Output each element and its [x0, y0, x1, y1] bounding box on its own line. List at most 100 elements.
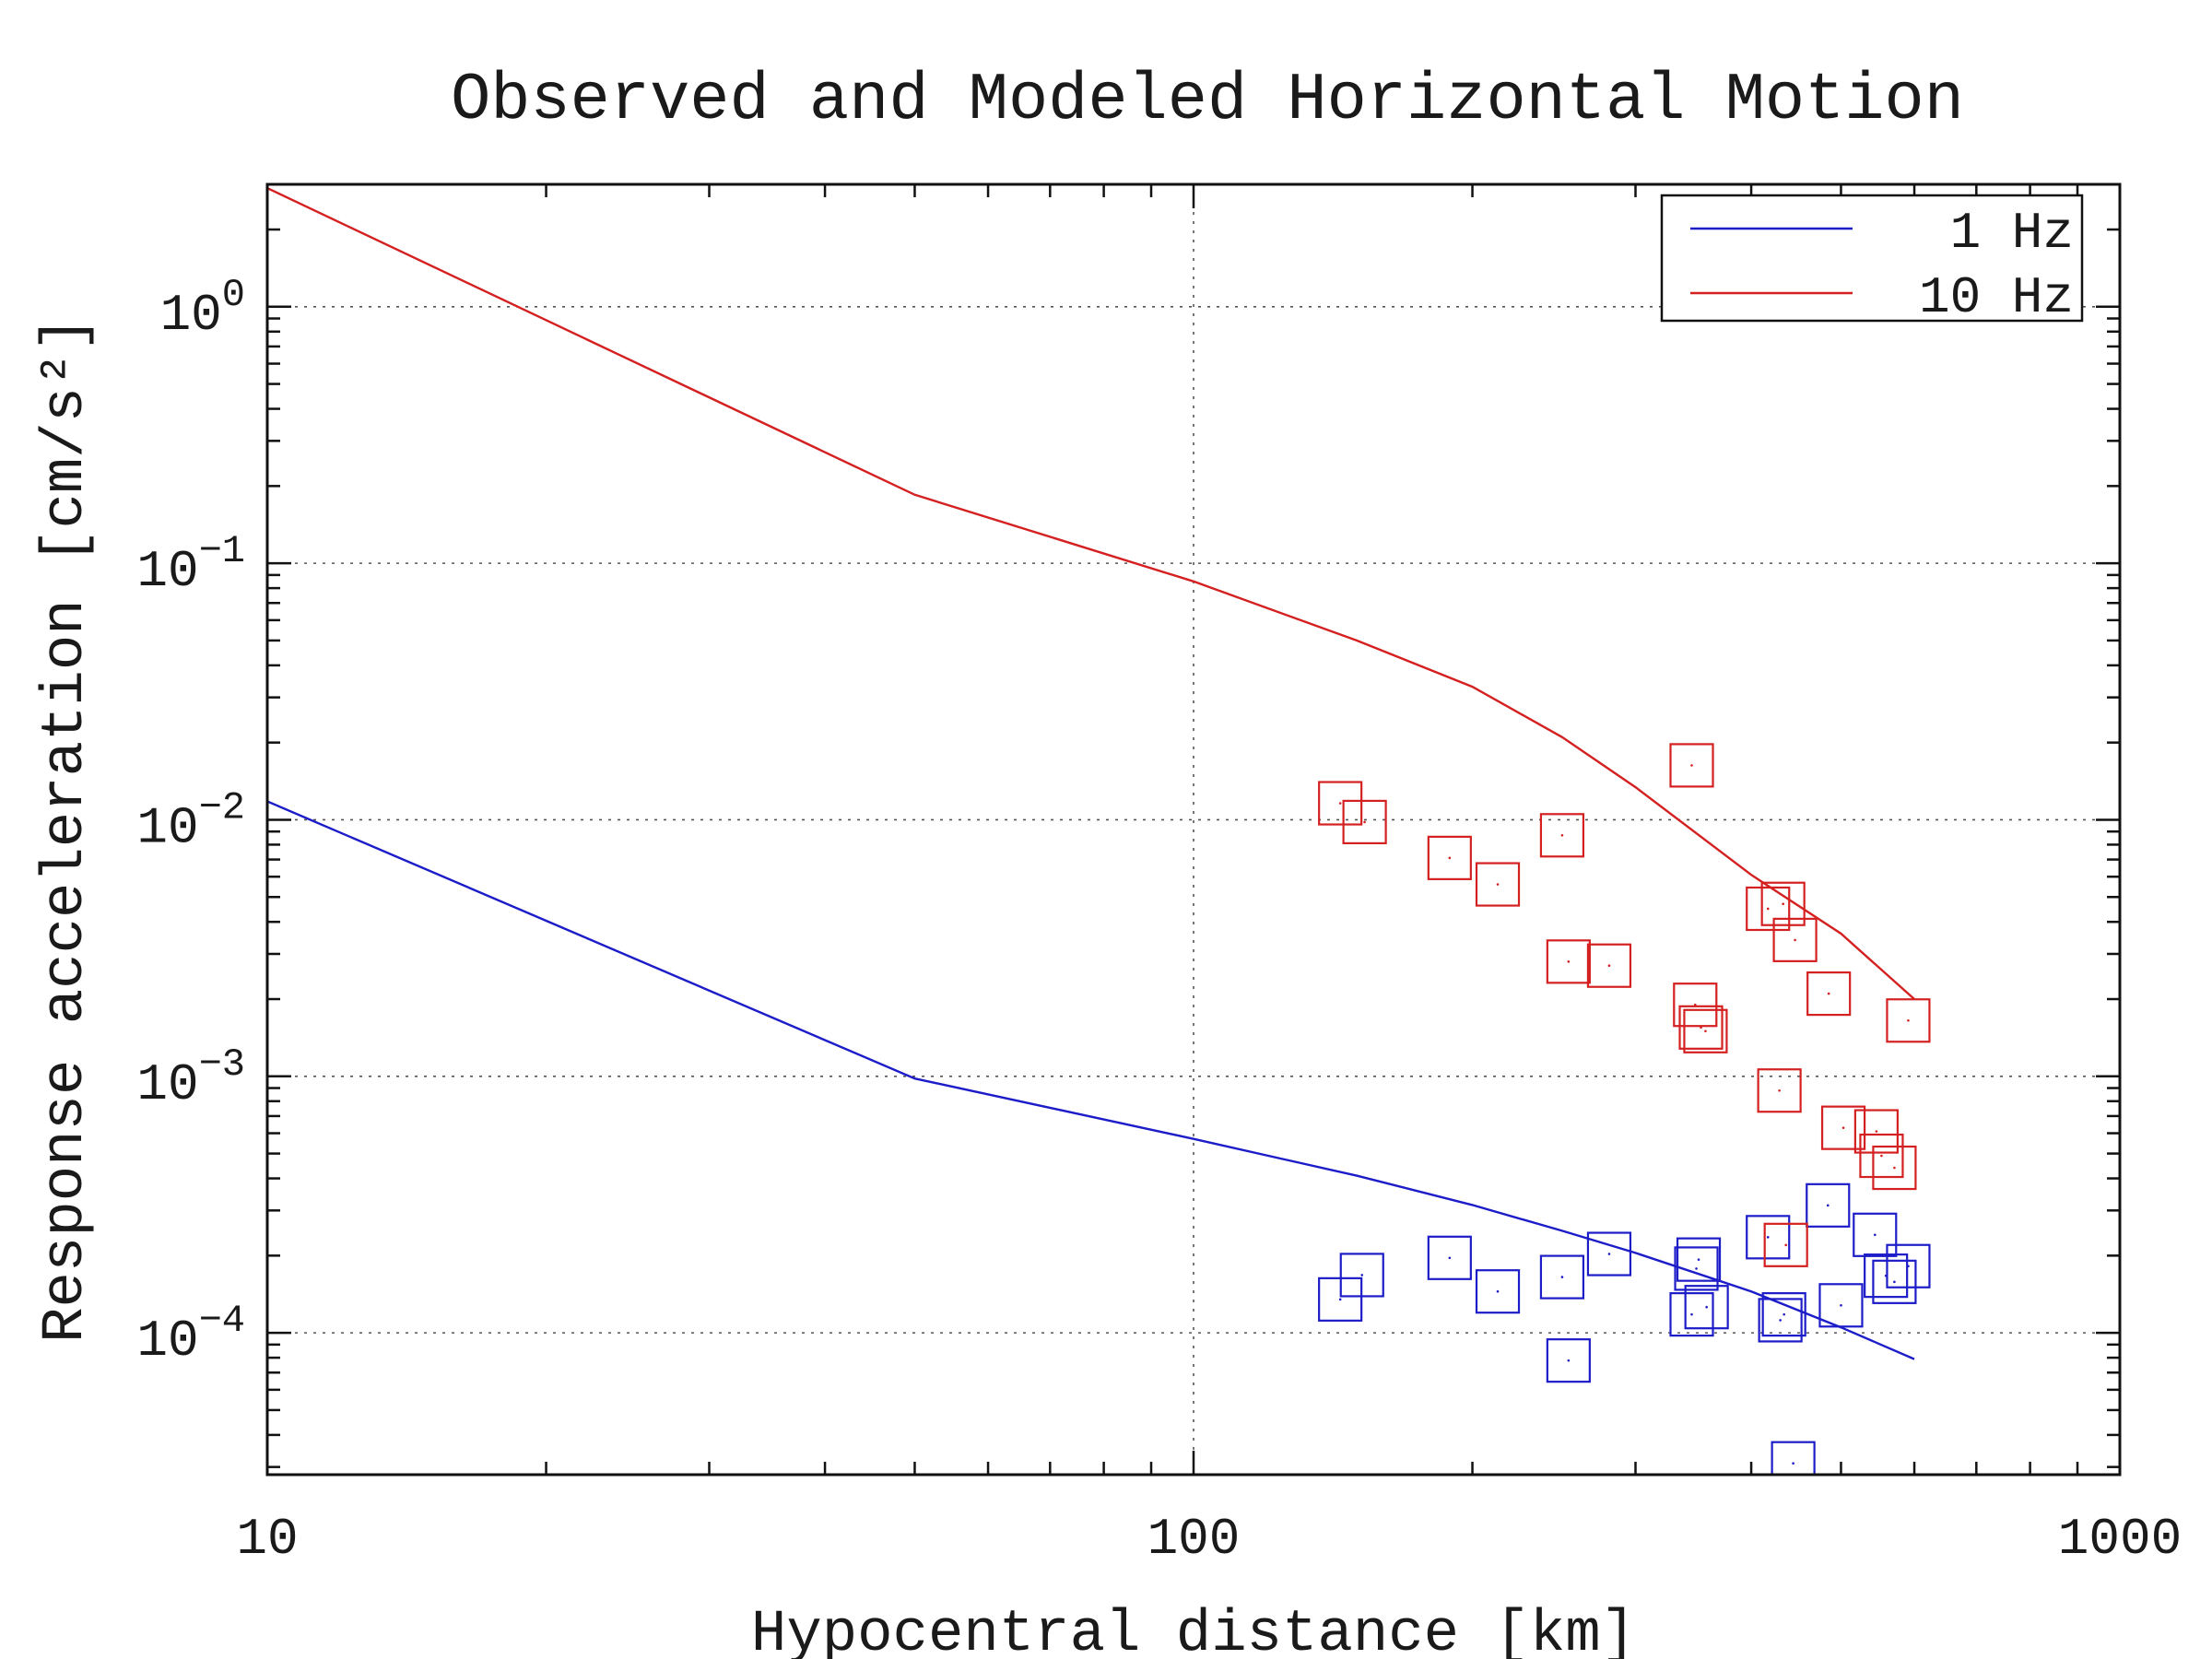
- observed-point-center: [1607, 1253, 1611, 1255]
- observed-point-1hz: [1339, 1253, 1384, 1298]
- observed-point-10hz: [1760, 881, 1806, 926]
- grid-lines: [267, 184, 2120, 1475]
- observed-point-center: [1778, 1088, 1781, 1092]
- observed-point-center: [1779, 1319, 1782, 1322]
- observed-point-1hz: [1669, 1292, 1714, 1337]
- observed-point-center: [1704, 1030, 1707, 1033]
- y-tick-label: 10−1: [136, 529, 245, 601]
- observed-point-center: [1695, 1267, 1698, 1270]
- observed-point-10hz: [1475, 862, 1521, 907]
- observed-point-center: [1766, 1236, 1770, 1239]
- observed-point-center: [1907, 1018, 1910, 1022]
- observed-point-10hz: [1853, 1109, 1899, 1154]
- observed-point-center: [1607, 964, 1611, 968]
- chart-title: Observed and Modeled Horizontal Motion: [451, 63, 1964, 138]
- observed-point-1hz: [1818, 1283, 1864, 1328]
- y-tick-label: 10−2: [136, 785, 245, 857]
- observed-point-10hz: [1763, 1222, 1808, 1267]
- observed-point-center: [1840, 1303, 1842, 1307]
- model-line-10hz: [267, 187, 1915, 1000]
- observed-point-center: [1690, 1312, 1693, 1316]
- observed-point-center: [1338, 1298, 1342, 1301]
- observed-point-1hz: [1684, 1285, 1729, 1330]
- observed-point-center: [1690, 764, 1693, 767]
- observed-point-center: [1880, 1154, 1883, 1158]
- observed-point-10hz: [1886, 998, 1931, 1043]
- x-tick-label: 1000: [2058, 1510, 2182, 1569]
- observed-point-10hz: [1820, 1105, 1866, 1150]
- observed-point-center: [1697, 1258, 1700, 1261]
- observed-point-10hz: [1683, 1008, 1728, 1053]
- y-axis-label: Response acceleration [cm/s²]: [33, 316, 100, 1343]
- y-tick-label: 100: [160, 273, 245, 345]
- observed-point-center: [1794, 938, 1796, 942]
- observed-point-1hz: [1864, 1253, 1909, 1299]
- observed-point-1hz: [1872, 1259, 1917, 1304]
- observed-point-center: [1783, 1312, 1785, 1316]
- observed-point-10hz: [1806, 971, 1852, 1017]
- observed-point-center: [1826, 1204, 1830, 1207]
- observed-point-center: [1448, 1256, 1452, 1260]
- observed-point-center: [1338, 802, 1342, 805]
- observed-point-1hz: [1886, 1243, 1931, 1288]
- observed-point-1hz: [1475, 1269, 1521, 1314]
- legend-label: 1 Hz: [1950, 204, 2074, 263]
- observed-point-center: [1782, 902, 1784, 906]
- observed-point-center: [1893, 1166, 1896, 1170]
- observed-point-center: [1560, 833, 1564, 837]
- observed-point-10hz: [1872, 1145, 1917, 1191]
- observed-point-10hz: [1772, 917, 1818, 962]
- observed-point-1hz: [1674, 1246, 1719, 1291]
- tick-labels: 10 100 1000 100 10−1 10−2 10−3 10−4: [136, 273, 2182, 1569]
- observed-point-center: [1560, 1276, 1564, 1278]
- observed-point-10hz: [1678, 1005, 1724, 1050]
- observed-point-10hz: [1427, 835, 1472, 880]
- observed-point-center: [1875, 1130, 1878, 1133]
- observed-point-10hz: [1546, 939, 1591, 984]
- axis-ticks: [265, 182, 2120, 1475]
- observed-point-1hz: [1806, 1182, 1851, 1228]
- model-line-1hz: [267, 800, 1915, 1360]
- observed-point-1hz: [1758, 1298, 1803, 1343]
- observed-point-1hz: [1746, 1215, 1791, 1260]
- observed-point-center: [1700, 1026, 1702, 1030]
- observed-point-1hz: [1761, 1292, 1806, 1337]
- observed-point-10hz: [1586, 943, 1632, 988]
- observed-point-10hz: [1746, 886, 1791, 932]
- observed-point-center: [1567, 1359, 1571, 1362]
- observed-point-center: [1907, 1265, 1910, 1268]
- x-tick-label: 10: [236, 1510, 298, 1569]
- observed-point-center: [1766, 907, 1770, 911]
- x-tick-label: 100: [1147, 1510, 1241, 1569]
- observed-point-center: [1496, 1289, 1500, 1293]
- observed-point-1hz: [1427, 1235, 1472, 1280]
- observed-point-1hz: [1546, 1338, 1591, 1383]
- observed-point-1hz: [1586, 1231, 1632, 1277]
- observed-point-10hz: [1859, 1133, 1904, 1179]
- observed-point-center: [1360, 1274, 1364, 1277]
- observed-point-center: [1893, 1280, 1896, 1284]
- observed-point-10hz: [1318, 781, 1363, 826]
- observed-point-1hz: [1853, 1212, 1898, 1257]
- observed-point-10hz: [1673, 982, 1718, 1028]
- observed-point-center: [1784, 1243, 1787, 1247]
- observed-point-1hz: [1676, 1237, 1722, 1282]
- observed-point-10hz: [1757, 1068, 1802, 1113]
- observed-point-center: [1873, 1233, 1877, 1237]
- observed-point-center: [1841, 1126, 1845, 1129]
- legend-box: [1660, 194, 2084, 323]
- observed-point-center: [1827, 992, 1830, 995]
- plot-content: [267, 187, 1931, 1475]
- observed-point-center: [1567, 960, 1571, 963]
- observed-point-10hz: [1669, 743, 1714, 788]
- observed-point-center: [1496, 883, 1500, 886]
- x-axis-label: Hypocentral distance [km]: [751, 1602, 1636, 1659]
- observed-point-center: [1792, 1462, 1794, 1465]
- observed-point-center: [1448, 856, 1452, 860]
- observed-point-1hz: [1539, 1254, 1585, 1300]
- y-tick-label: 10−4: [136, 1299, 245, 1371]
- observed-point-center: [1705, 1305, 1708, 1309]
- observed-point-10hz: [1342, 799, 1387, 845]
